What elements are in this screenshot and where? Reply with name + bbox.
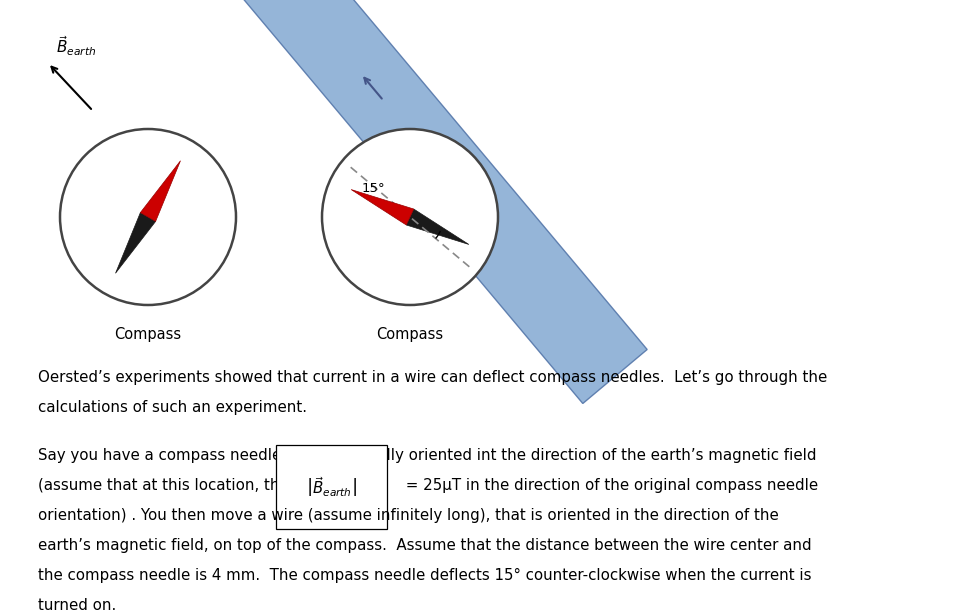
Polygon shape xyxy=(352,190,414,225)
Bar xyxy=(223,0,648,403)
Polygon shape xyxy=(116,212,155,273)
Text: calculations of such an experiment.: calculations of such an experiment. xyxy=(38,400,307,415)
Text: $\left|\vec{B}_{earth}\right|$: $\left|\vec{B}_{earth}\right|$ xyxy=(306,475,357,499)
Circle shape xyxy=(322,129,498,305)
Polygon shape xyxy=(141,161,180,222)
Text: orientation) . You then move a wire (assume infinitely long), that is oriented i: orientation) . You then move a wire (ass… xyxy=(38,508,779,523)
Text: $\vec{B}_{earth}$: $\vec{B}_{earth}$ xyxy=(56,34,97,58)
Polygon shape xyxy=(406,209,468,244)
Text: turned on.: turned on. xyxy=(38,598,116,612)
Text: Oersted’s experiments showed that current in a wire can deflect compass needles.: Oersted’s experiments showed that curren… xyxy=(38,370,828,385)
Text: the compass needle is 4 mm.  The compass needle deflects 15° counter-clockwise w: the compass needle is 4 mm. The compass … xyxy=(38,568,811,583)
Text: earth’s magnetic field, on top of the compass.  Assume that the distance between: earth’s magnetic field, on top of the co… xyxy=(38,538,811,553)
Text: Say you have a compass needle that’s originally oriented int the direction of th: Say you have a compass needle that’s ori… xyxy=(38,448,816,463)
Text: 15°: 15° xyxy=(362,182,386,195)
Text: Compass: Compass xyxy=(114,327,182,342)
Text: (assume that at this location, the: (assume that at this location, the xyxy=(38,478,293,493)
Text: = 25μT in the direction of the original compass needle: = 25μT in the direction of the original … xyxy=(401,478,818,493)
Text: Compass: Compass xyxy=(376,327,444,342)
